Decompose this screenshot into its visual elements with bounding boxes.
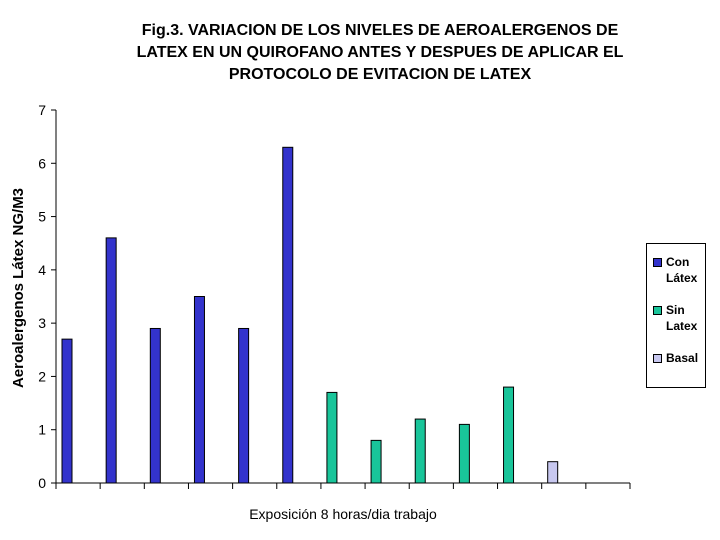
legend: Con Látex Sin Latex Basal <box>646 243 706 388</box>
bar-1-4 <box>193 296 205 484</box>
legend-item-basal: Basal <box>653 350 705 366</box>
chart-title: Fig.3. VARIACION DE LOS NIVELES DE AEROA… <box>136 22 624 83</box>
x-axis-label: Exposición 8 horas/dia trabajo <box>249 506 437 522</box>
y-tick-label-6: 6 <box>38 155 46 171</box>
bar-1-6 <box>282 146 294 484</box>
legend-label-basal: Basal <box>666 351 699 365</box>
y-tick-label-5: 5 <box>38 209 46 225</box>
legend-swatch-con-latex <box>653 258 662 267</box>
bar-1-5 <box>238 327 250 484</box>
legend-item-sin-latex: Sin Latex <box>653 302 705 334</box>
bar-2-10 <box>458 423 470 484</box>
y-tick-label-7: 7 <box>38 102 46 118</box>
y-tick-label-4: 4 <box>38 262 46 278</box>
y-tick-label-0: 0 <box>38 475 46 491</box>
bar-2-7 <box>326 391 338 484</box>
bar-1-1 <box>61 338 73 484</box>
bar-2-9 <box>414 418 426 484</box>
legend-label-con-latex: Con Látex <box>666 255 698 285</box>
bar-2-11 <box>503 386 515 484</box>
bar-2-8 <box>370 439 382 484</box>
legend-label-sin-latex: Sin Latex <box>666 303 698 333</box>
y-tick-label-3: 3 <box>38 315 46 331</box>
bar-1-2 <box>105 237 117 484</box>
legend-swatch-basal <box>653 354 662 363</box>
bar-1-3 <box>149 327 161 484</box>
y-tick-label-1: 1 <box>38 422 46 438</box>
bar-3-12 <box>547 461 559 484</box>
legend-item-con-latex: Con Látex <box>653 254 705 286</box>
y-axis-label: Aeroalergenos Látex NG/M3 <box>10 187 27 389</box>
legend-swatch-sin-latex <box>653 306 662 315</box>
y-tick-label-2: 2 <box>38 368 46 384</box>
